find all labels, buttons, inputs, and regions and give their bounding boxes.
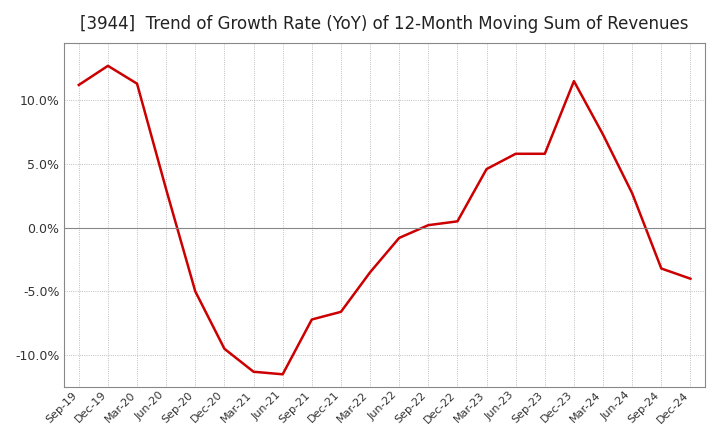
Title: [3944]  Trend of Growth Rate (YoY) of 12-Month Moving Sum of Revenues: [3944] Trend of Growth Rate (YoY) of 12-…: [81, 15, 689, 33]
